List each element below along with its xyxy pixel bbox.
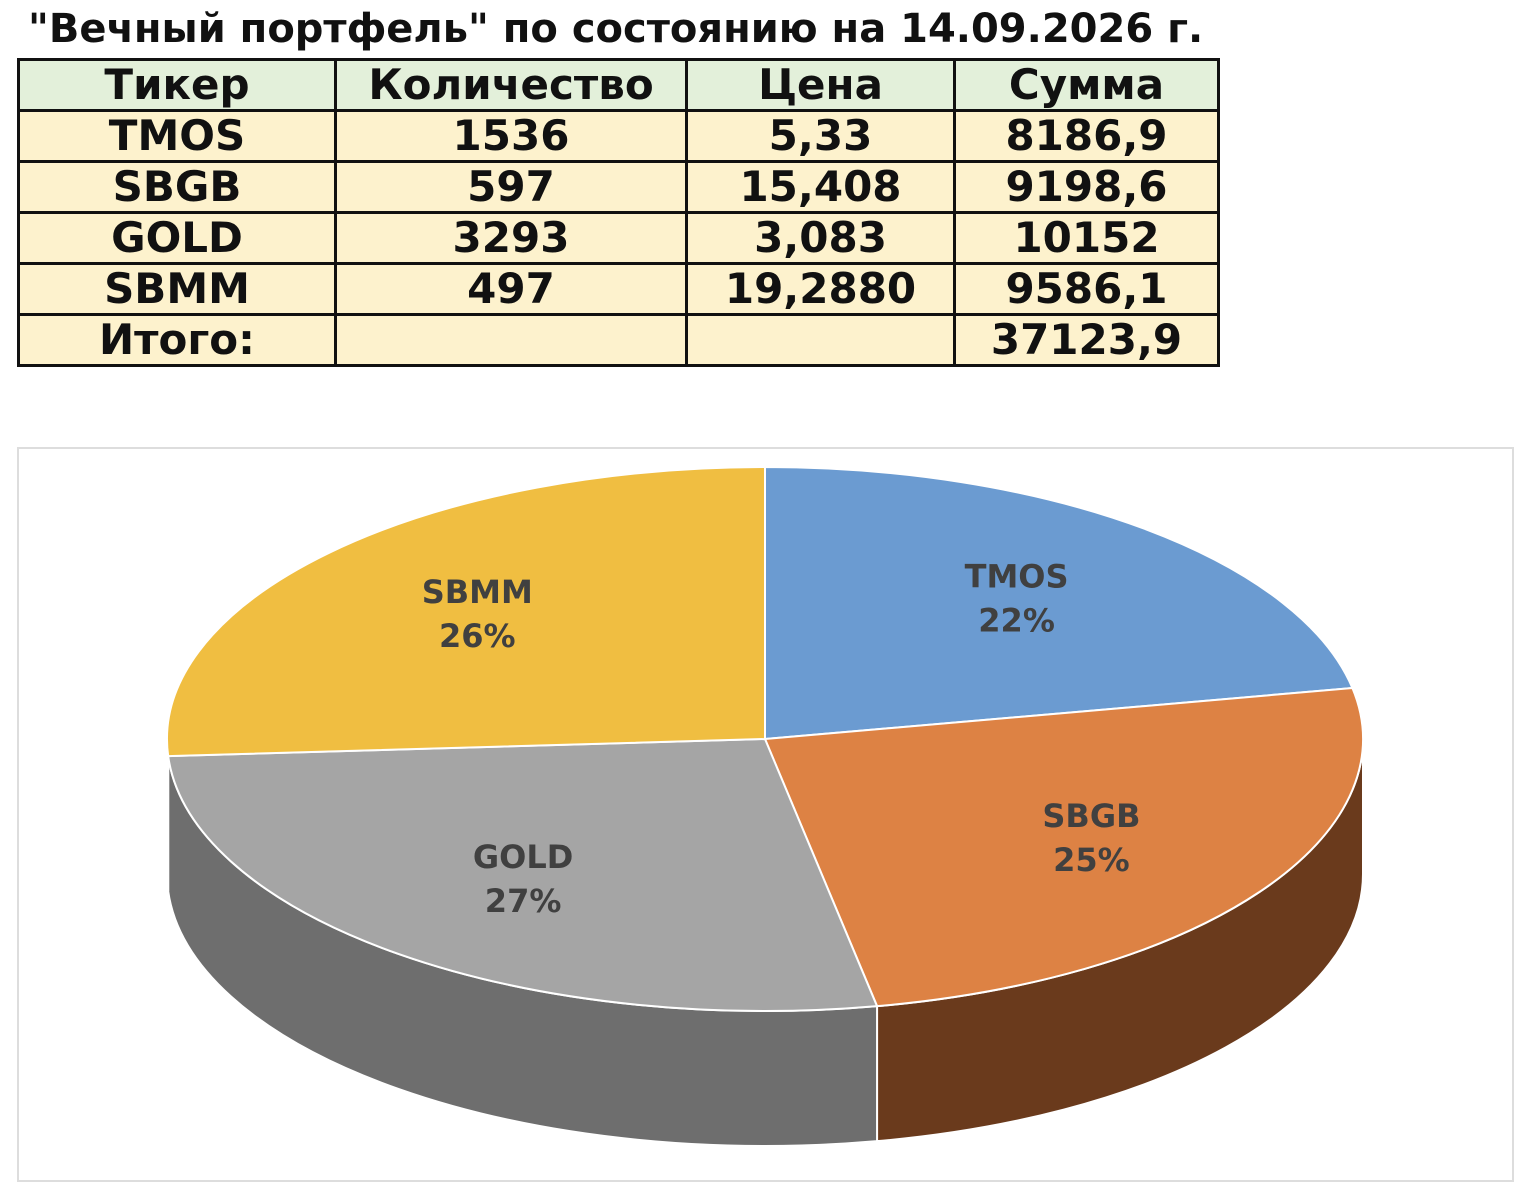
table-cell (685, 313, 956, 367)
table-cell: 497 (334, 262, 688, 316)
slice-value-label: 27% (485, 882, 562, 920)
table-cell: 597 (334, 160, 688, 214)
slice-value-label: 26% (439, 617, 516, 655)
slice-side (166, 738, 170, 892)
table-cell: 10152 (953, 211, 1220, 265)
header-cell: Сумма (953, 58, 1220, 112)
pie-chart: TMOS 22% SBGB 25% GOLD 27% SBMM 26% (17, 447, 1514, 1182)
slice (763, 686, 1364, 1008)
table-cell: 9198,6 (953, 160, 1220, 214)
table-cell: 37123,9 (953, 313, 1220, 367)
header-cell: Цена (685, 58, 956, 112)
table-cell: 8186,9 (953, 109, 1220, 163)
table-cell: Итого: (17, 313, 337, 367)
table-cell: 5,33 (685, 109, 956, 163)
page-title: "Вечный портфель" по состоянию на 14.09.… (28, 6, 1204, 52)
slice (167, 737, 879, 1012)
table-cell: 3293 (334, 211, 688, 265)
table-cell: 19,2880 (685, 262, 956, 316)
portfolio-table: Тикер Количество Цена Сумма TMOS 1536 5,33 8186… (17, 58, 1220, 367)
table-cell: 15,408 (685, 160, 956, 214)
table-cell: 9586,1 (953, 262, 1220, 316)
table-cell: 1536 (334, 109, 688, 163)
header-row: Тикер Количество Цена Сумма (17, 58, 1220, 112)
table-row: Итого: 37123,9 (17, 313, 1220, 367)
slice-category-label: SBGB (1042, 797, 1140, 835)
table-row: SBMM 497 19,2880 9586,1 (17, 262, 1220, 316)
table-cell: GOLD (17, 211, 337, 265)
table-cell: SBMM (17, 262, 337, 316)
slice (764, 465, 1354, 741)
slice-category-label: GOLD (473, 838, 573, 876)
table-cell (334, 313, 688, 367)
table-cell: TMOS (17, 109, 337, 163)
slice (166, 465, 766, 758)
slice-category-label: SBMM (422, 573, 533, 611)
table-row: TMOS 1536 5,33 8186,9 (17, 109, 1220, 163)
header-cell: Количество (334, 58, 688, 112)
table-cell: SBGB (17, 160, 337, 214)
table-cell: 3,083 (685, 211, 956, 265)
table-row: SBGB 597 15,408 9198,6 (17, 160, 1220, 214)
header-cell: Тикер (17, 58, 337, 112)
slice-value-label: 22% (978, 602, 1055, 640)
table-row: GOLD 3293 3,083 10152 (17, 211, 1220, 265)
slice-category-label: TMOS (965, 558, 1069, 596)
slice-value-label: 25% (1053, 841, 1130, 879)
